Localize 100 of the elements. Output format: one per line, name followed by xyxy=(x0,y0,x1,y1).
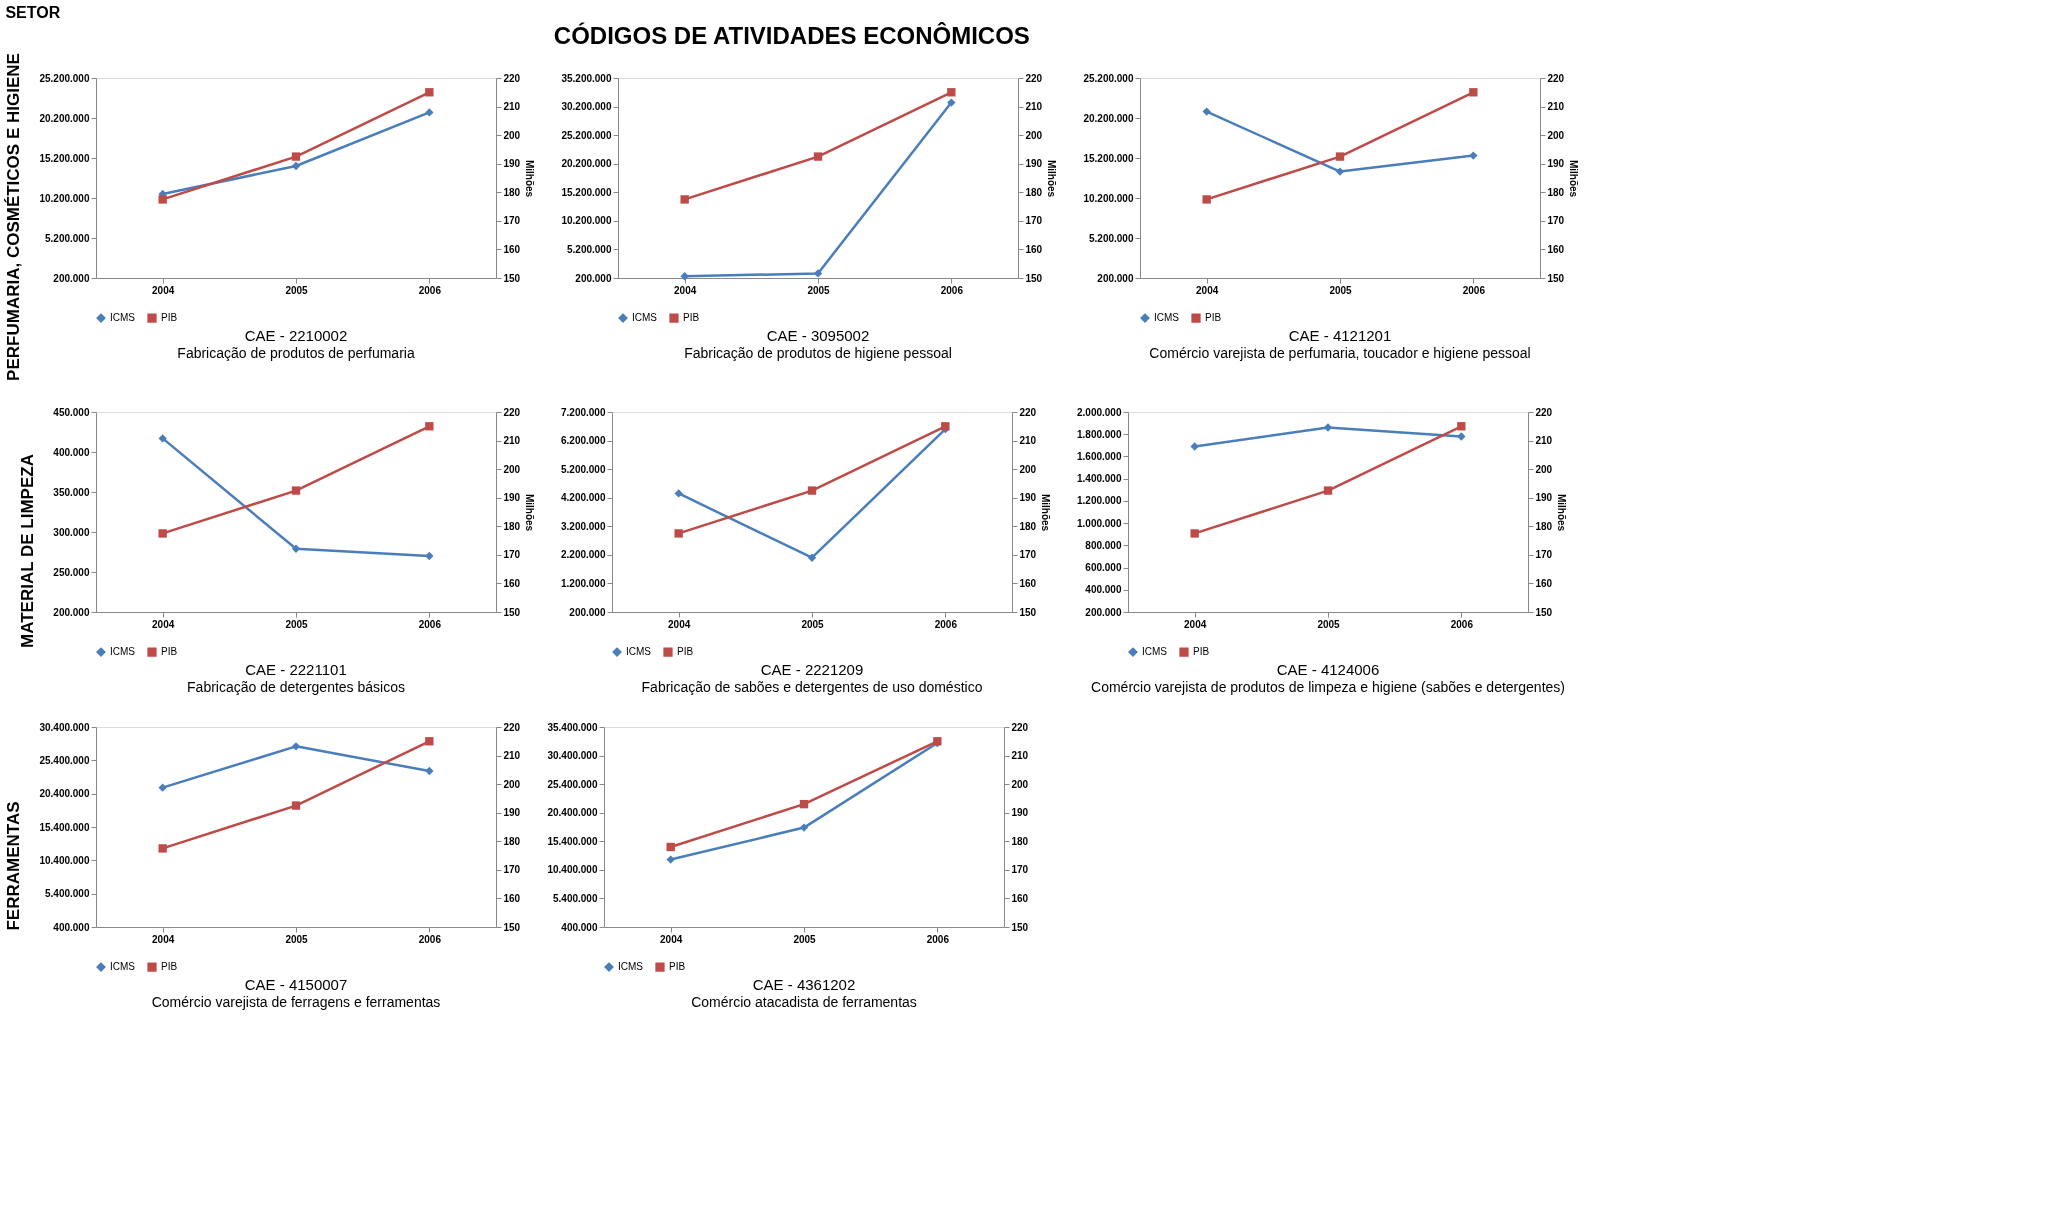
y2-tick-label: 210 xyxy=(1535,435,1553,447)
y-tick-label: 10.400.000 xyxy=(39,854,90,866)
x-tick-label: 2004 xyxy=(1196,284,1219,296)
text: Comércio varejista de perfumaria, toucador e higiene pessoal xyxy=(1149,345,1531,361)
y2-tick-label: 180 xyxy=(1019,520,1037,532)
text: CAE - 3095002 xyxy=(766,327,870,344)
y2-tick-label: 170 xyxy=(1025,215,1043,227)
x-tick-label: 2005 xyxy=(1329,284,1353,296)
x-tick-label: 2004 xyxy=(1184,618,1207,630)
y-tick-label: 10.200.000 xyxy=(39,192,90,204)
y2-tick-label: 160 xyxy=(503,892,521,904)
y2-tick-label: 220 xyxy=(1025,72,1043,84)
legend-label: PIB xyxy=(1193,646,1210,658)
y-tick-label: 25.400.000 xyxy=(547,778,598,790)
y-tick-label: 5.400.000 xyxy=(45,888,90,900)
y2-tick-label: 210 xyxy=(1019,435,1037,447)
y-tick-label: 10.200.000 xyxy=(1083,192,1134,204)
y2-tick-label: 180 xyxy=(503,835,521,847)
y2-tick-label: 160 xyxy=(1025,243,1043,255)
y2-tick-label: 220 xyxy=(503,721,521,733)
x-tick-label: 2006 xyxy=(926,933,950,945)
y-tick-label: 5.200.000 xyxy=(45,232,90,244)
y-tick-label: 200.000 xyxy=(1097,272,1134,284)
y-tick-label: 1.800.000 xyxy=(1077,428,1122,440)
y-tick-label: 200.000 xyxy=(1085,606,1122,618)
y2-tick-label: 210 xyxy=(503,750,521,762)
y2-tick-label: 160 xyxy=(1019,577,1037,589)
y2-tick-label: 150 xyxy=(1547,272,1565,284)
y2-tick-label: 150 xyxy=(1019,606,1037,618)
y2-tick-label: 210 xyxy=(503,101,521,113)
x-tick-label: 2006 xyxy=(940,284,964,296)
text: Comércio varejista de produtos de limpeza e higiene (sabões e detergentes) xyxy=(1091,679,1565,695)
y-tick-label: 1.200.000 xyxy=(561,577,606,589)
y-tick-label: 1.600.000 xyxy=(1077,450,1122,462)
y-tick-label: 1.200.000 xyxy=(1077,495,1122,507)
y2-tick-label: 200 xyxy=(503,463,521,475)
x-tick-label: 2004 xyxy=(152,284,175,296)
text: Comércio varejista de ferragens e ferramentas xyxy=(151,994,441,1010)
y2-tick-label: 200 xyxy=(1535,463,1553,475)
y-tick-label: 400.000 xyxy=(1085,584,1122,596)
legend-label: ICMS xyxy=(626,646,652,658)
legend-label: ICMS xyxy=(618,961,644,973)
y2-tick-label: 150 xyxy=(503,921,521,933)
y2-tick-label: 220 xyxy=(1019,406,1037,418)
legend-label: PIB xyxy=(669,961,686,973)
y2-tick-label: 220 xyxy=(503,406,521,418)
y2-tick-label: 170 xyxy=(503,549,521,561)
y2-tick-label: 150 xyxy=(503,272,521,284)
y-tick-label: 20.200.000 xyxy=(1083,112,1134,124)
y2-tick-label: 180 xyxy=(1011,835,1029,847)
text: CAE - 2221101 xyxy=(245,661,347,678)
y-tick-label: 1.400.000 xyxy=(1077,473,1122,485)
text: CÓDIGOS DE ATIVIDADES ECONÔMICOS xyxy=(553,22,1030,50)
y2-tick-label: 190 xyxy=(503,158,521,170)
y-tick-label: 2.200.000 xyxy=(561,549,606,561)
x-tick-label: 2006 xyxy=(934,618,958,630)
x-tick-label: 2005 xyxy=(793,933,817,945)
y-tick-label: 20.200.000 xyxy=(561,158,612,170)
y2-tick-label: 200 xyxy=(503,778,521,790)
legend-label: PIB xyxy=(161,646,178,658)
x-tick-label: 2006 xyxy=(418,284,442,296)
x-tick-label: 2006 xyxy=(1462,284,1486,296)
y-tick-label: 15.200.000 xyxy=(39,152,90,164)
y-tick-label: 200.000 xyxy=(575,272,612,284)
y-tick-label: 400.000 xyxy=(561,921,598,933)
text: SETOR xyxy=(5,4,61,22)
y2-tick-label: 190 xyxy=(1019,492,1037,504)
y2-tick-label: 220 xyxy=(1011,721,1029,733)
y2-tick-label: 180 xyxy=(503,186,521,198)
y-tick-label: 20.200.000 xyxy=(39,112,90,124)
y-tick-label: 350.000 xyxy=(53,486,90,498)
y2-axis-title: Milhões xyxy=(1040,493,1052,532)
legend-label: PIB xyxy=(683,312,700,324)
y2-tick-label: 150 xyxy=(503,606,521,618)
y-tick-label: 15.400.000 xyxy=(547,835,598,847)
y2-tick-label: 150 xyxy=(1025,272,1043,284)
y-tick-label: 10.400.000 xyxy=(547,864,598,876)
y-tick-label: 800.000 xyxy=(1085,539,1122,551)
y-tick-label: 35.400.000 xyxy=(547,721,598,733)
y2-tick-label: 160 xyxy=(503,577,521,589)
y2-tick-label: 170 xyxy=(1535,549,1553,561)
y-tick-label: 5.400.000 xyxy=(553,892,598,904)
y-tick-label: 15.400.000 xyxy=(39,821,90,833)
y-tick-label: 200.000 xyxy=(53,272,90,284)
y2-tick-label: 160 xyxy=(1547,243,1565,255)
y2-tick-label: 160 xyxy=(1011,892,1029,904)
text: Fabricação de detergentes básicos xyxy=(187,679,405,695)
y2-tick-label: 200 xyxy=(1019,463,1037,475)
y-tick-label: 200.000 xyxy=(53,606,90,618)
y2-tick-label: 170 xyxy=(1011,864,1029,876)
y2-tick-label: 170 xyxy=(1547,215,1565,227)
x-tick-label: 2005 xyxy=(801,618,825,630)
y2-tick-label: 180 xyxy=(1025,186,1043,198)
y-tick-label: 200.000 xyxy=(569,606,606,618)
y-tick-label: 30.400.000 xyxy=(547,750,598,762)
text: FERRAMENTAS xyxy=(4,801,24,931)
y2-tick-label: 200 xyxy=(1025,129,1043,141)
y2-tick-label: 210 xyxy=(1547,101,1565,113)
y-tick-label: 5.200.000 xyxy=(561,463,606,475)
y-tick-label: 300.000 xyxy=(53,526,90,538)
